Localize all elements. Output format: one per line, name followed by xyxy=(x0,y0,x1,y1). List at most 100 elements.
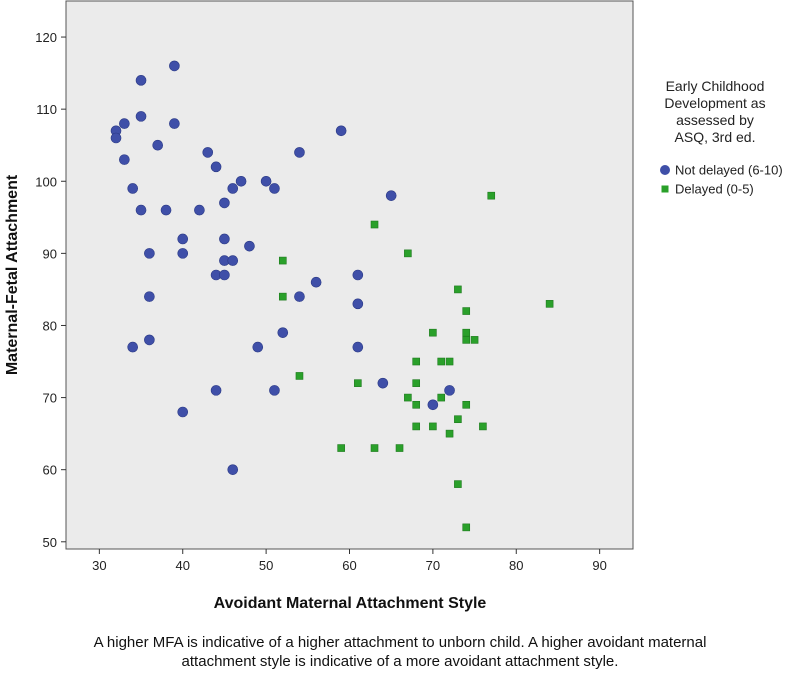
data-point-not-delayed xyxy=(110,132,122,144)
plot-area xyxy=(65,0,634,550)
data-point-not-delayed xyxy=(177,233,189,245)
data-point-delayed xyxy=(437,393,446,402)
scatter-chart: 30 40 50 60 70 80 90 50 60 70 80 90 100 110 120 Avoida… xyxy=(4,0,783,612)
data-point-not-delayed xyxy=(160,204,172,216)
legend-marker-not-delayed xyxy=(660,165,670,175)
data-points xyxy=(110,60,554,532)
data-point-not-delayed xyxy=(244,240,255,252)
x-tick-label: 60 xyxy=(342,558,356,573)
data-point-not-delayed xyxy=(352,298,364,310)
data-point-not-delayed xyxy=(227,464,239,475)
data-point-not-delayed xyxy=(235,175,247,187)
y-axis-title: Maternal-Fetal Attachment xyxy=(4,174,21,375)
data-point-not-delayed xyxy=(135,111,147,122)
legend-title-line: ASQ, 3rd ed. xyxy=(675,129,756,145)
data-point-delayed xyxy=(454,415,462,424)
data-point-not-delayed xyxy=(202,147,214,158)
caption-line-2: attachment style is indicative of a more… xyxy=(181,653,619,670)
data-point-not-delayed xyxy=(135,204,147,216)
legend-marker-delayed xyxy=(661,185,669,193)
data-point-delayed xyxy=(395,444,404,452)
data-point-not-delayed xyxy=(252,341,264,353)
data-point-delayed xyxy=(412,422,421,431)
data-point-delayed xyxy=(412,400,421,409)
y-tick-label: 50 xyxy=(43,535,57,550)
data-point-delayed xyxy=(470,336,479,344)
data-point-not-delayed xyxy=(210,385,222,396)
data-point-not-delayed xyxy=(194,204,205,216)
data-point-delayed xyxy=(462,336,471,344)
data-point-not-delayed xyxy=(294,147,305,158)
data-point-delayed xyxy=(479,422,487,431)
data-point-not-delayed xyxy=(119,118,130,129)
x-tick-label: 80 xyxy=(509,558,523,573)
data-point-not-delayed xyxy=(269,385,280,396)
data-point-delayed xyxy=(487,191,496,200)
y-tick-label: 120 xyxy=(35,30,57,45)
data-point-not-delayed xyxy=(177,248,189,259)
data-point-not-delayed xyxy=(277,327,289,338)
data-point-not-delayed xyxy=(144,291,155,302)
legend-title-line: Development as xyxy=(664,95,765,111)
data-point-not-delayed xyxy=(219,233,230,245)
data-point-delayed xyxy=(462,523,471,532)
data-point-delayed xyxy=(462,400,471,409)
data-point-delayed xyxy=(354,379,362,387)
data-point-not-delayed xyxy=(144,248,155,259)
data-point-delayed xyxy=(404,249,412,258)
data-point-not-delayed xyxy=(227,255,239,266)
data-point-delayed xyxy=(445,357,454,366)
data-point-delayed xyxy=(295,372,304,380)
data-point-not-delayed xyxy=(169,118,180,129)
data-point-delayed xyxy=(462,307,471,315)
data-point-delayed xyxy=(454,480,462,488)
data-point-delayed xyxy=(445,429,454,438)
x-axis-title: Avoidant Maternal Attachment Style xyxy=(214,595,487,612)
data-point-not-delayed xyxy=(260,175,272,187)
data-point-not-delayed xyxy=(227,183,239,194)
data-point-not-delayed xyxy=(427,399,439,411)
data-point-not-delayed xyxy=(135,75,147,86)
axes: 30 40 50 60 70 80 90 50 60 70 80 90 100 110 120 xyxy=(35,30,607,573)
data-point-delayed xyxy=(278,256,287,265)
data-point-delayed xyxy=(370,220,379,229)
y-tick-label: 60 xyxy=(43,463,57,478)
legend-label: Delayed (0-5) xyxy=(675,182,754,197)
data-point-not-delayed xyxy=(294,291,305,302)
data-point-not-delayed xyxy=(269,183,280,194)
data-point-delayed xyxy=(545,300,554,308)
y-tick-label: 70 xyxy=(43,391,57,406)
data-point-delayed xyxy=(370,444,379,452)
y-tick-label: 110 xyxy=(36,102,57,117)
data-point-not-delayed xyxy=(310,276,322,288)
legend-title-line: Early Childhood xyxy=(666,78,765,94)
data-point-not-delayed xyxy=(169,60,180,72)
data-point-not-delayed xyxy=(177,406,189,418)
y-tick-label: 100 xyxy=(35,174,57,189)
data-point-delayed xyxy=(429,328,437,337)
data-point-not-delayed xyxy=(377,377,389,389)
chart-caption: A higher MFA is indicative of a higher a… xyxy=(0,633,800,671)
data-point-not-delayed xyxy=(127,183,139,194)
data-point-not-delayed xyxy=(219,197,230,209)
data-point-not-delayed xyxy=(352,341,364,353)
data-point-not-delayed xyxy=(210,161,222,173)
data-point-not-delayed xyxy=(219,269,230,281)
data-point-delayed xyxy=(412,379,421,387)
legend-title-line: assessed by xyxy=(676,112,754,128)
data-point-delayed xyxy=(337,444,345,452)
caption-line-1: A higher MFA is indicative of a higher a… xyxy=(93,634,707,651)
legend-label: Not delayed (6-10) xyxy=(675,163,783,178)
data-point-not-delayed xyxy=(144,334,155,346)
data-point-delayed xyxy=(412,357,421,366)
data-point-delayed xyxy=(454,285,462,294)
x-tick-label: 30 xyxy=(92,558,106,573)
data-point-delayed xyxy=(429,422,437,431)
data-point-not-delayed xyxy=(352,269,364,281)
data-point-not-delayed xyxy=(335,125,347,137)
data-point-delayed xyxy=(437,357,446,366)
data-point-not-delayed xyxy=(444,385,455,396)
x-tick-label: 50 xyxy=(259,558,273,573)
data-point-delayed xyxy=(278,292,287,301)
